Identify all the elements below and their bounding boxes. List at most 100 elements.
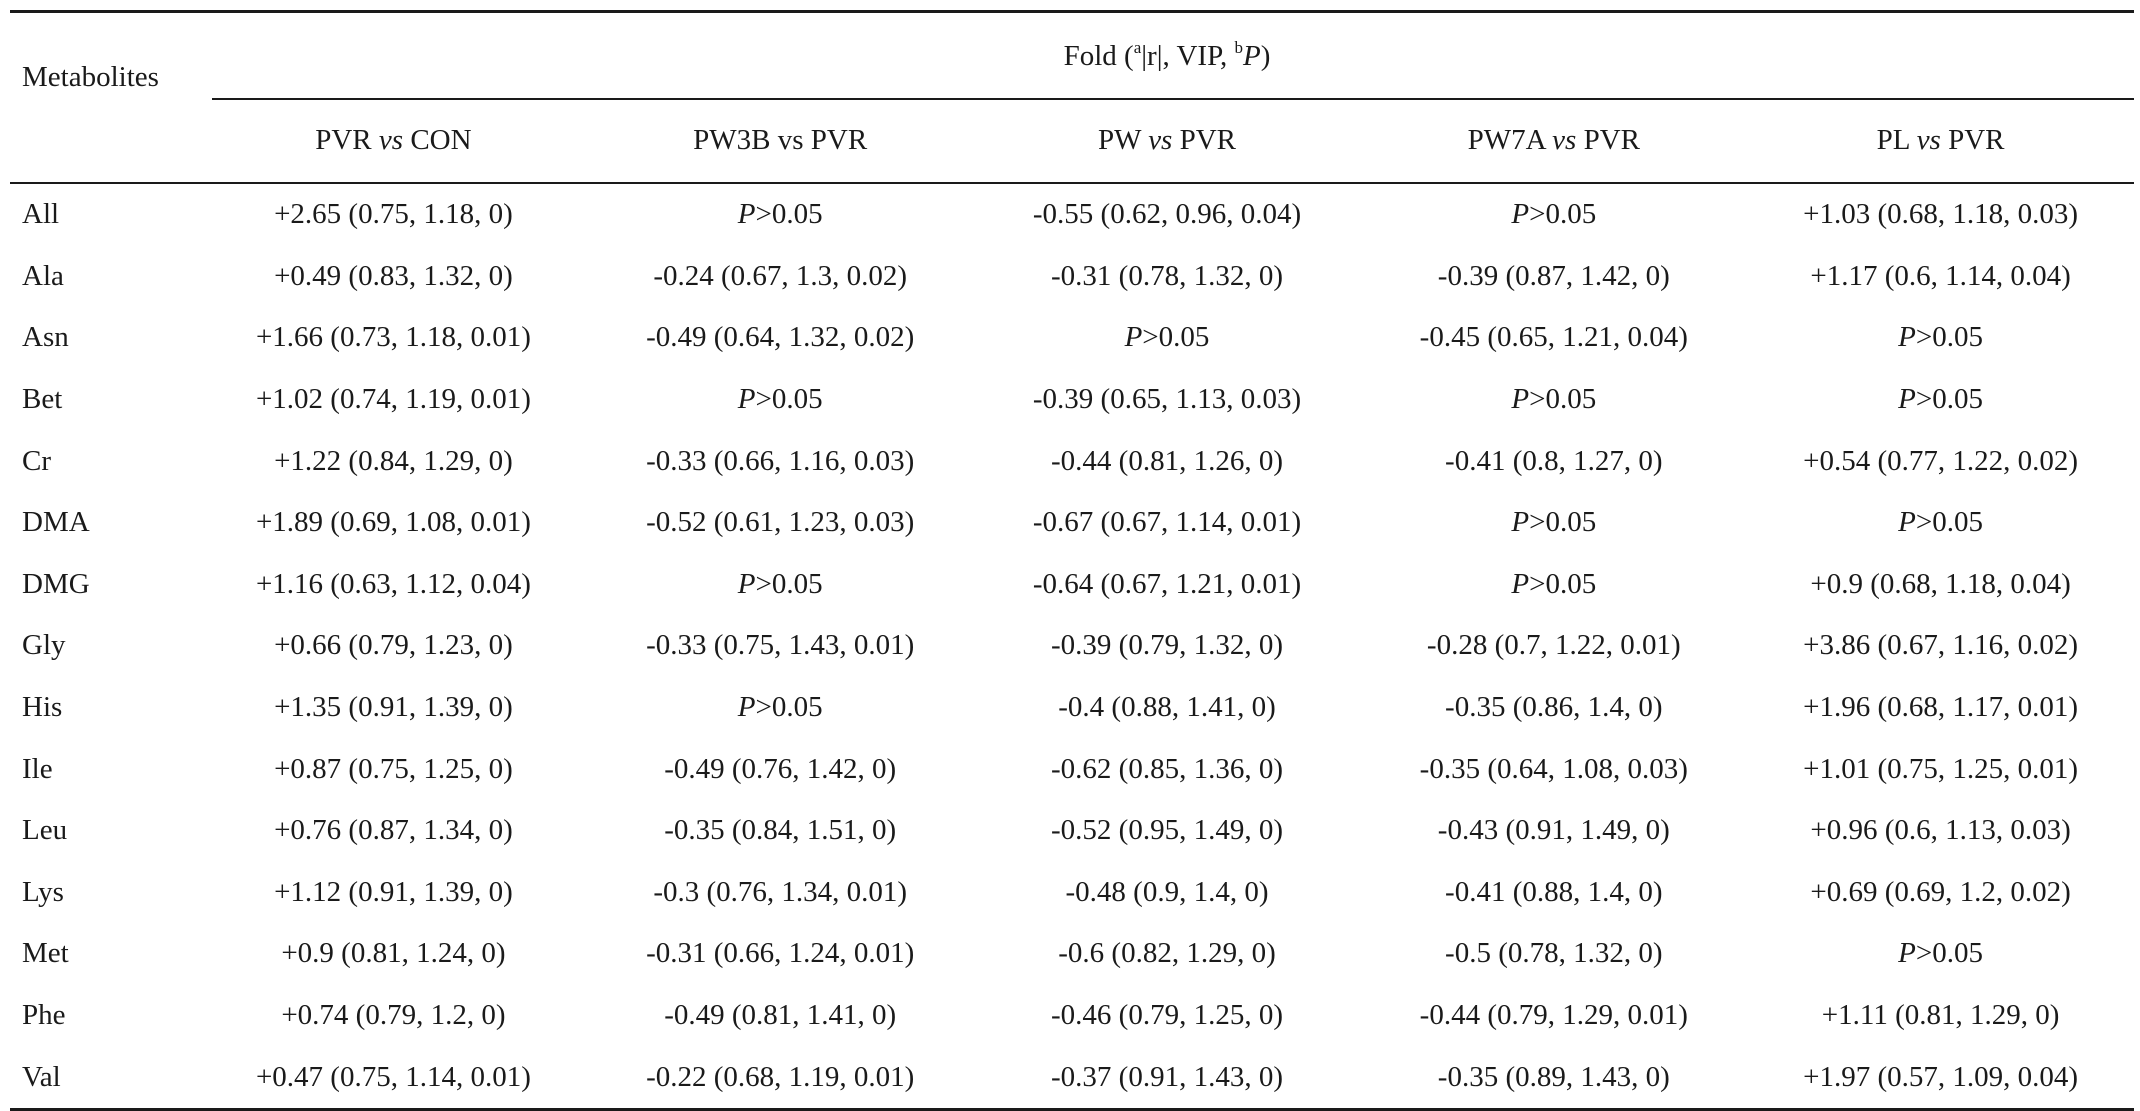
metabolite-name: Gly (22, 629, 66, 662)
fold-value-cell: +1.89 (0.69, 1.08, 0.01) (255, 506, 531, 539)
fold-value-cell: -0.35 (0.64, 1.08, 0.03) (1419, 752, 1688, 785)
fold-value-cell: +3.86 (0.67, 1.16, 0.02) (1803, 629, 2079, 662)
table-row: Phe +0.74 (0.79, 1.2, 0) -0.49 (0.81, 1.41… (10, 985, 2134, 1047)
metabolite-name: All (22, 198, 60, 231)
fold-value-cell: -0.39 (0.65, 1.13, 0.03) (1032, 383, 1302, 416)
table-row: Asn +1.66 (0.73, 1.18, 0.01) -0.49 (0.64, … (10, 307, 2134, 369)
fold-value-cell: -0.31 (0.66, 1.24, 0.01) (646, 937, 915, 970)
fold-value-cell: -0.35 (0.89, 1.43, 0) (1360, 1046, 1748, 1111)
fold-value-cell: +1.35 (0.91, 1.39, 0) (274, 691, 513, 724)
table-row: Cr +1.22 (0.84, 1.29, 0) -0.33 (0.66, 1.16… (10, 430, 2134, 492)
table-row: Lys +1.12 (0.91, 1.39, 0) -0.3 (0.76, 1.34… (10, 862, 2134, 924)
fold-value-cell: +1.01 (0.75, 1.25, 0.01) (1803, 752, 2079, 785)
comparison-header-vs: vs (378, 124, 404, 157)
not-significant-cell: P>0.05 (1360, 183, 1747, 246)
metabolite-name: His (22, 691, 63, 724)
fold-value-cell: -0.35 (0.86, 1.4, 0) (1445, 691, 1663, 724)
metabolite-name: Ile (22, 752, 53, 785)
not-significant-cell: P>0.05 (587, 183, 974, 246)
fold-value-cell: -0.24 (0.67, 1.3, 0.02) (653, 259, 908, 292)
fold-value-cell: -0.28 (0.7, 1.22, 0.01) (1426, 629, 1681, 662)
metabolite-name: Asn (22, 321, 69, 354)
comparison-header: PL vs PVR (1747, 99, 2134, 185)
metabolites-header: Metabolites (10, 10, 200, 184)
not-significant-cell: P>0.05 (587, 677, 974, 739)
not-significant-cell: P>0.05 (1747, 492, 2134, 554)
not-significant-cell: P>0.05 (587, 554, 974, 616)
fold-value-cell: +1.96 (0.68, 1.17, 0.01) (1803, 691, 2079, 724)
p-threshold: >0.05 (1915, 937, 1983, 970)
p-symbol: P (1898, 506, 1916, 539)
comparison-header-left: PVR (315, 124, 379, 157)
fold-value-cell: -0.43 (0.91, 1.49, 0) (1437, 814, 1670, 847)
p-threshold: >0.05 (755, 383, 823, 416)
p-symbol: P (737, 383, 756, 416)
table-row: DMG +1.16 (0.63, 1.12, 0.04) P>0.05 -0.64 (… (10, 554, 2134, 616)
comparison-header-right: PVR (1940, 124, 2005, 157)
p-symbol: P (737, 567, 756, 600)
fold-value-cell: -0.31 (0.78, 1.32, 0) (1051, 259, 1283, 292)
p-symbol: P (1898, 321, 1916, 354)
comparison-header-left: PW3B vs PVR (693, 124, 868, 157)
fold-value-cell: +0.96 (0.6, 1.13, 0.03) (1810, 814, 2071, 847)
not-significant-cell: P>0.05 (1747, 307, 2134, 369)
table-row: His +1.35 (0.91, 1.39, 0) P>0.05 -0.4 (0.88… (10, 677, 2134, 739)
not-significant-cell: P>0.05 (1360, 492, 1747, 554)
metabolite-name: DMG (22, 567, 90, 600)
fold-title-sup-a: a (1133, 37, 1142, 57)
fold-value-cell: -0.49 (0.76, 1.42, 0) (664, 752, 897, 785)
fold-value-cell: +0.47 (0.75, 1.14, 0.01) (200, 1046, 587, 1111)
metabolite-name: Leu (22, 814, 68, 847)
metabolite-name: DMA (22, 506, 90, 539)
fold-value-cell: +1.17 (0.6, 1.14, 0.04) (1810, 259, 2071, 292)
fold-value-cell: -0.44 (0.81, 1.26, 0) (1051, 444, 1283, 477)
p-threshold: >0.05 (1915, 321, 1983, 354)
metabolite-name: Met (22, 937, 69, 970)
fold-value-cell: +1.03 (0.68, 1.18, 0.03) (1803, 198, 2079, 231)
fold-value-cell: +1.66 (0.73, 1.18, 0.01) (255, 321, 531, 354)
fold-value-cell: -0.33 (0.75, 1.43, 0.01) (646, 629, 915, 662)
comparison-header-right: PVR (1172, 124, 1237, 157)
fold-value-cell: -0.41 (0.8, 1.27, 0) (1445, 444, 1663, 477)
metabolites-fold-table: Metabolites Fold (a|r|, VIP, bP) PVR vs … (10, 9, 2134, 1111)
metabolites-fold-table-container: Metabolites Fold (a|r|, VIP, bP) PVR vs … (10, 9, 2134, 1111)
fold-value-cell: -0.45 (0.65, 1.21, 0.04) (1419, 321, 1688, 354)
comparison-header-vs: vs (1148, 124, 1173, 157)
fold-value-cell: -0.46 (0.79, 1.25, 0) (1051, 999, 1283, 1032)
comparison-header-row: PVR vs CON PW3B vs PVR PW vs PVR PW7A vs PV… (10, 99, 2134, 185)
comparison-header-right: CON (403, 124, 472, 157)
fold-group-header: Fold (a|r|, VIP, bP) (200, 9, 2134, 100)
fold-value-cell: +0.9 (0.68, 1.18, 0.04) (1810, 567, 2071, 600)
fold-value-cell: +0.76 (0.87, 1.34, 0) (274, 814, 513, 847)
fold-title-suffix: ) (1260, 39, 1271, 72)
fold-title-p: P (1243, 39, 1261, 72)
table-row: Val +0.47 (0.75, 1.14, 0.01) -0.22 (0.68, … (10, 1046, 2134, 1111)
not-significant-cell: P>0.05 (1360, 554, 1747, 616)
fold-header-rule (212, 97, 2134, 100)
p-threshold: >0.05 (1529, 567, 1597, 600)
p-symbol: P (1898, 937, 1916, 970)
p-threshold: >0.05 (1142, 321, 1210, 354)
not-significant-cell: P>0.05 (1747, 923, 2134, 985)
comparison-header-right: PVR (1576, 124, 1640, 157)
comparison-header-vs: vs (1552, 124, 1577, 157)
fold-title-sup-b: b (1234, 37, 1244, 57)
fold-value-cell: -0.52 (0.95, 1.49, 0) (1051, 814, 1283, 847)
p-threshold: >0.05 (1529, 383, 1597, 416)
fold-value-cell: -0.49 (0.81, 1.41, 0) (664, 999, 897, 1032)
fold-value-cell: -0.67 (0.67, 1.14, 0.01) (1032, 506, 1302, 539)
fold-value-cell: -0.39 (0.87, 1.42, 0) (1437, 259, 1670, 292)
fold-value-cell: -0.22 (0.68, 1.19, 0.01) (586, 1046, 974, 1111)
fold-value-cell: -0.41 (0.88, 1.4, 0) (1445, 875, 1663, 908)
fold-value-cell: -0.37 (0.91, 1.43, 0) (973, 1046, 1361, 1111)
fold-title-mid: |r|, VIP, (1141, 39, 1235, 72)
not-significant-cell: P>0.05 (587, 369, 974, 431)
fold-value-cell: -0.35 (0.84, 1.51, 0) (664, 814, 897, 847)
fold-value-cell: +1.12 (0.91, 1.39, 0) (274, 875, 513, 908)
p-threshold: >0.05 (1529, 198, 1597, 231)
comparison-header-left: PL (1876, 124, 1917, 157)
comparison-header-left: PW7A (1467, 124, 1553, 157)
fold-value-cell: +1.22 (0.84, 1.29, 0) (274, 444, 513, 477)
p-symbol: P (1511, 383, 1530, 416)
not-significant-cell: P>0.05 (1747, 369, 2134, 431)
